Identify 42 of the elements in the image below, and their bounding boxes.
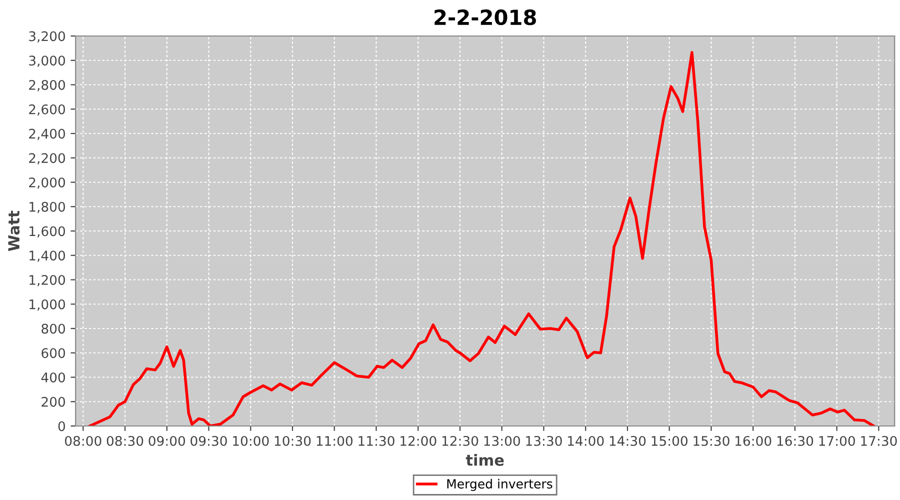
y-tick-label: 1,600 xyxy=(30,226,65,238)
x-tick-label: 12:30 xyxy=(442,436,478,446)
chart-title: 2-2-2018 xyxy=(434,9,536,26)
x-tick-label: 17:30 xyxy=(861,436,897,446)
x-tick-label: 16:00 xyxy=(736,436,772,446)
x-tick-label: 14:00 xyxy=(568,436,604,446)
x-tick-label: 16:30 xyxy=(777,436,814,446)
y-tick-label: 800 xyxy=(42,324,65,334)
y-axis-title: Watt xyxy=(8,210,20,252)
x-tick-label: 08:00 xyxy=(64,436,102,446)
y-tick-label: 0 xyxy=(58,421,65,432)
x-tick-label: 10:00 xyxy=(233,436,269,446)
x-tick-label: 10:30 xyxy=(274,436,311,446)
line-series xyxy=(88,51,876,426)
y-tick-label: 1,800 xyxy=(30,202,65,214)
y-tick-label: 3,200 xyxy=(29,31,65,43)
y-tick-label: 3,000 xyxy=(29,56,65,67)
x-tick-label: 13:00 xyxy=(484,436,520,446)
x-tick-label: 17:00 xyxy=(819,436,855,446)
legend-label: Merged inverters xyxy=(447,478,552,491)
x-tick-label: 12:00 xyxy=(400,436,436,446)
x-tick-label: 11:00 xyxy=(316,436,352,446)
y-tick-label: 2,800 xyxy=(29,80,65,92)
x-tick-label: 15:00 xyxy=(652,436,688,446)
y-tick-label: 1,400 xyxy=(30,250,65,262)
y-tick-label: 200 xyxy=(42,396,65,407)
x-tick-label: 14:30 xyxy=(610,436,646,446)
y-tick-label: 2,000 xyxy=(29,177,65,189)
x-tick-label: 09:00 xyxy=(148,436,186,446)
y-tick-label: 2,400 xyxy=(29,128,65,140)
y-tick-label: 2,200 xyxy=(29,153,65,164)
x-tick-label: 09:30 xyxy=(190,436,227,446)
x-tick-label: 08:30 xyxy=(106,436,144,446)
y-tick-label: 400 xyxy=(41,372,65,382)
y-tick-label: 1,200 xyxy=(30,274,65,286)
x-tick-label: 13:30 xyxy=(526,436,562,446)
y-tick-label: 600 xyxy=(42,348,65,358)
x-tick-label: 11:30 xyxy=(358,436,394,446)
x-axis-title: time xyxy=(466,454,504,466)
x-tick-label: 15:30 xyxy=(694,436,730,446)
y-tick-label: 1,000 xyxy=(30,299,65,311)
y-tick-label: 2,600 xyxy=(29,104,65,116)
